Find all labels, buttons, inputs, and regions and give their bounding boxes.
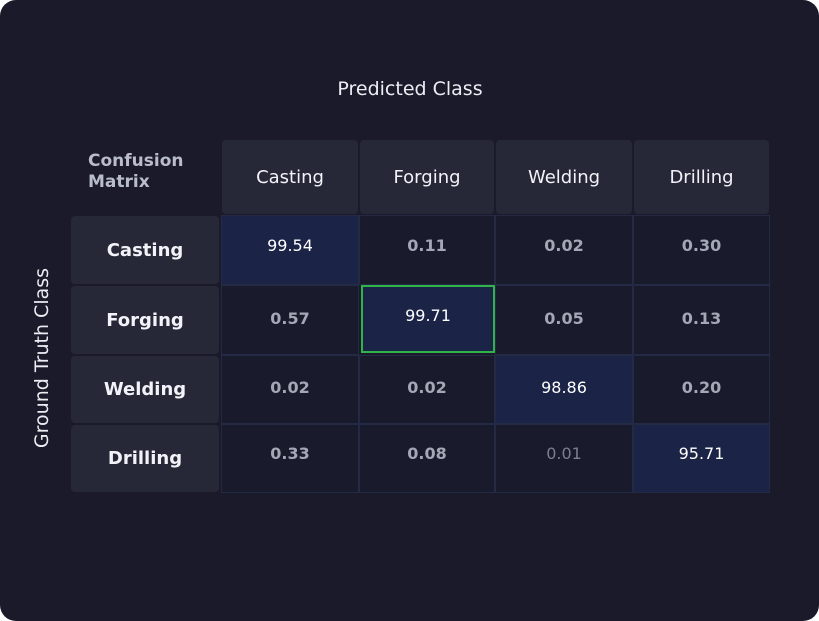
col-header-welding: Welding xyxy=(496,140,632,214)
matrix-cell: 0.11 xyxy=(359,215,495,285)
matrix-cell: 0.02 xyxy=(495,215,633,285)
x-axis-title: Predicted Class xyxy=(337,78,483,100)
matrix-cell: 0.57 xyxy=(221,285,359,355)
matrix-cell: 0.02 xyxy=(221,355,359,424)
col-header-drilling: Drilling xyxy=(634,140,769,214)
matrix-cell: 0.20 xyxy=(633,355,770,424)
matrix-title: Confusion Matrix xyxy=(88,151,184,192)
row-header-casting: Casting xyxy=(71,216,219,284)
matrix-cell: 0.13 xyxy=(633,285,770,355)
matrix-cell: 98.86 xyxy=(495,355,633,424)
matrix-cell: 0.30 xyxy=(633,215,770,285)
col-header-casting: Casting xyxy=(222,140,358,214)
matrix-cell: 99.54 xyxy=(221,215,359,285)
col-header-forging: Forging xyxy=(360,140,494,214)
matrix-cell: 0.02 xyxy=(359,355,495,424)
matrix-cell: 95.71 xyxy=(633,424,770,493)
y-axis-title: Ground Truth Class xyxy=(31,267,53,449)
row-header-drilling: Drilling xyxy=(71,425,219,492)
row-header-forging: Forging xyxy=(71,286,219,354)
matrix-cell: 0.33 xyxy=(221,424,359,493)
matrix-cell: 99.71 xyxy=(361,285,495,353)
row-header-welding: Welding xyxy=(71,356,219,423)
matrix-cell: 0.05 xyxy=(495,285,633,355)
matrix-cell: 0.01 xyxy=(495,424,633,493)
matrix-cell: 0.08 xyxy=(359,424,495,493)
